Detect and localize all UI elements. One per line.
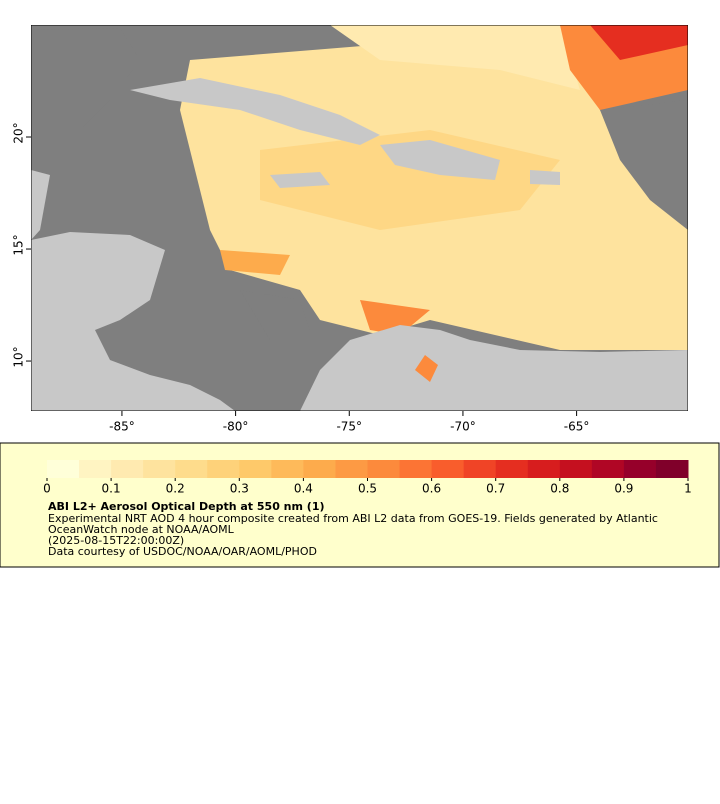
colorbar-swatch: [559, 460, 593, 478]
colorbar-tick-label: 0.6: [422, 482, 441, 496]
legend-line: Data courtesy of USDOC/NOAA/OAR/AOML/PHO…: [48, 545, 317, 558]
colorbar-swatch: [207, 460, 240, 478]
colorbar-swatch: [143, 460, 176, 478]
colorbar-tick-label: 0.9: [614, 482, 633, 496]
legend-line: Experimental NRT AOD 4 hour composite cr…: [48, 512, 658, 525]
colorbar-tick-label: 0.3: [230, 482, 249, 496]
colorbar-swatch: [431, 460, 465, 478]
x-tick-label: -75°: [336, 420, 362, 434]
colorbar-swatch: [303, 460, 336, 478]
colorbar-swatch: [623, 460, 657, 478]
y-tick-label: 20°: [12, 122, 26, 143]
colorbar-tick-label: 0.8: [550, 482, 569, 496]
x-tick-label: -80°: [223, 420, 249, 434]
colorbar-tick-label: 0: [43, 482, 51, 496]
colorbar-swatch: [271, 460, 304, 478]
legend-line: OceanWatch node at NOAA/AOML: [48, 523, 235, 536]
colorbar-swatch: [335, 460, 368, 478]
colorbar-swatch: [111, 460, 144, 478]
colorbar-tick-label: 0.1: [102, 482, 121, 496]
x-tick-label: -70°: [450, 420, 476, 434]
colorbar-swatch: [79, 460, 112, 478]
colorbar-swatch: [175, 460, 208, 478]
x-tick-label: -65°: [564, 420, 590, 434]
map-image: [31, 25, 688, 411]
colorbar-swatch: [495, 460, 529, 478]
colorbar-swatch: [367, 460, 401, 478]
x-tick-label: -85°: [109, 420, 135, 434]
colorbar-swatch: [463, 460, 497, 478]
legend-title: ABI L2+ Aerosol Optical Depth at 550 nm …: [48, 500, 325, 513]
colorbar-tick-label: 0.4: [294, 482, 313, 496]
y-tick-label: 10°: [12, 346, 26, 367]
colorbar-tick-label: 0.5: [358, 482, 377, 496]
colorbar-swatch: [591, 460, 625, 478]
colorbar-tick-label: 0.7: [486, 482, 505, 496]
colorbar-swatch: [655, 460, 689, 478]
colorbar-swatch: [399, 460, 433, 478]
legend-line: (2025-08-15T22:00:00Z): [48, 534, 184, 547]
colorbar-swatch: [47, 460, 80, 478]
colorbar-tick-label: 1: [684, 482, 692, 496]
y-tick-label: 15°: [12, 234, 26, 255]
colorbar-swatch: [239, 460, 272, 478]
colorbar-swatch: [527, 460, 561, 478]
colorbar-tick-label: 0.2: [166, 482, 185, 496]
